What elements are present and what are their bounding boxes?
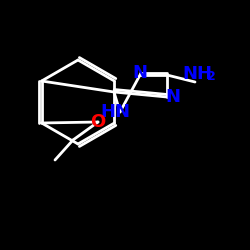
Text: O: O: [90, 113, 106, 131]
Text: N: N: [132, 64, 148, 82]
Text: NH: NH: [182, 65, 212, 83]
Text: 2: 2: [206, 70, 216, 84]
Text: N: N: [166, 88, 180, 106]
Text: HN: HN: [100, 103, 130, 121]
